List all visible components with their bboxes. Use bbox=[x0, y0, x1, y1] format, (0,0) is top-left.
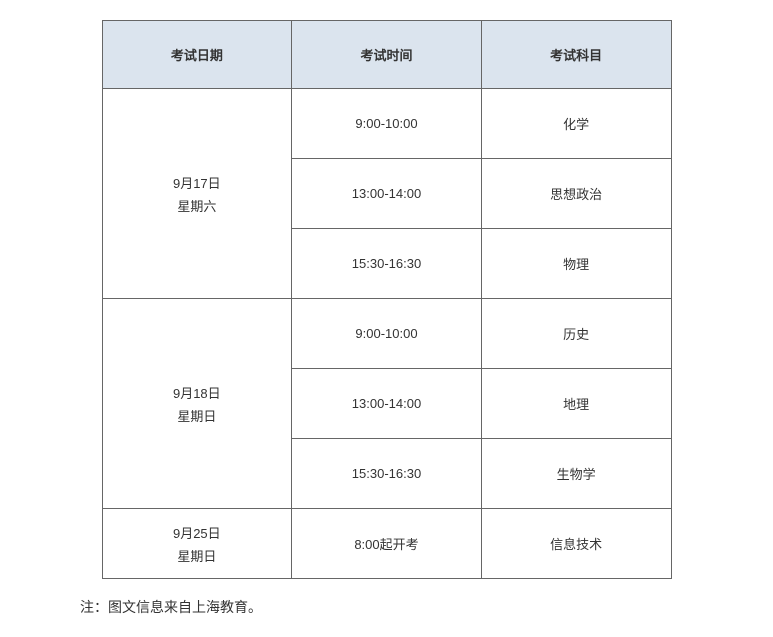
subject-cell: 生物学 bbox=[481, 439, 671, 509]
subject-cell: 物理 bbox=[481, 229, 671, 299]
table-row: 9月25日 星期日 8:00起开考 信息技术 bbox=[102, 509, 671, 579]
date-line1: 9月25日 bbox=[113, 523, 282, 542]
subject-cell: 思想政治 bbox=[481, 159, 671, 229]
table-row: 9月18日 星期日 9:00-10:00 历史 bbox=[102, 299, 671, 369]
time-cell: 15:30-16:30 bbox=[292, 229, 482, 299]
subject-cell: 信息技术 bbox=[481, 509, 671, 579]
header-subject: 考试科目 bbox=[481, 21, 671, 89]
table-header-row: 考试日期 考试时间 考试科目 bbox=[102, 21, 671, 89]
header-time: 考试时间 bbox=[292, 21, 482, 89]
subject-cell: 地理 bbox=[481, 369, 671, 439]
date-line2: 星期六 bbox=[113, 196, 282, 215]
time-cell: 9:00-10:00 bbox=[292, 89, 482, 159]
time-cell: 9:00-10:00 bbox=[292, 299, 482, 369]
date-line1: 9月18日 bbox=[113, 383, 282, 402]
table-row: 9月17日 星期六 9:00-10:00 化学 bbox=[102, 89, 671, 159]
time-cell: 15:30-16:30 bbox=[292, 439, 482, 509]
header-date: 考试日期 bbox=[102, 21, 292, 89]
time-cell: 13:00-14:00 bbox=[292, 159, 482, 229]
date-line1: 9月17日 bbox=[113, 173, 282, 192]
exam-schedule-table: 考试日期 考试时间 考试科目 9月17日 星期六 9:00-10:00 化学 1… bbox=[102, 20, 672, 579]
date-line2: 星期日 bbox=[113, 546, 282, 565]
time-cell: 8:00起开考 bbox=[292, 509, 482, 579]
subject-cell: 化学 bbox=[481, 89, 671, 159]
date-cell: 9月18日 星期日 bbox=[102, 299, 292, 509]
time-cell: 13:00-14:00 bbox=[292, 369, 482, 439]
date-cell: 9月25日 星期日 bbox=[102, 509, 292, 579]
date-line2: 星期日 bbox=[113, 406, 282, 425]
subject-cell: 历史 bbox=[481, 299, 671, 369]
source-note: 注：图文信息来自上海教育。 bbox=[80, 597, 773, 617]
date-cell: 9月17日 星期六 bbox=[102, 89, 292, 299]
